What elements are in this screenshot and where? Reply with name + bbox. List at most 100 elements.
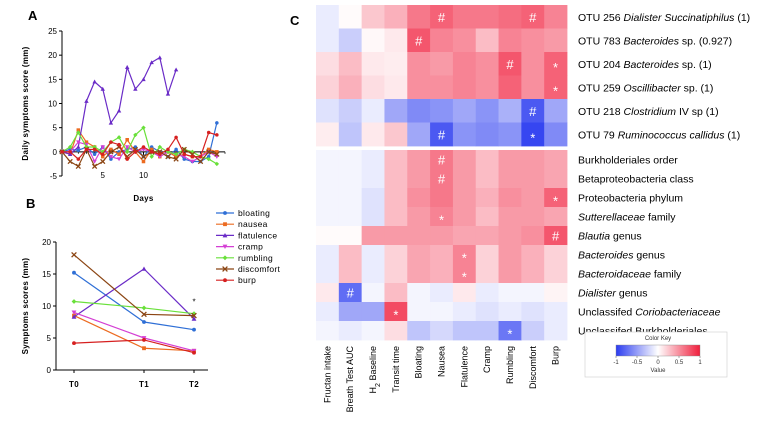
legend-marker-cramp: [222, 244, 228, 249]
heatmap-block2-cell-r2-c0: [316, 188, 340, 208]
heatmap-block1-cell-r4-c6: [452, 99, 477, 123]
heatmap-block1-row-label: OTU 204 Bacteroides sp. (1): [578, 59, 712, 71]
column-label: Burp: [551, 346, 561, 365]
point-flatulence: [149, 60, 154, 65]
heatmap-block2-cell-r6-c3: [384, 264, 408, 284]
heatmap-block1-cell-r5-c5: [430, 122, 454, 147]
heatmap-block2-row-label: Proteobacteria phylum: [578, 193, 683, 205]
heatmap-block1-cell-r4-c8: [498, 99, 522, 123]
heatmap-block2-cell-r0-c6: [452, 150, 477, 170]
heatmap-block1-cell-r4-c10: [544, 99, 568, 123]
heatmap-block2-cell-r7-c10: [544, 283, 568, 303]
point-burp: [68, 150, 72, 154]
point-burp: [76, 157, 81, 161]
y-tick-label-a: 15: [48, 75, 57, 84]
point-bloating: [142, 320, 146, 324]
point-burp: [198, 154, 203, 159]
panel-letter-c: C: [290, 13, 300, 28]
heatmap-block2-cell-r4-c4: [407, 226, 431, 246]
point-rumbling: [206, 156, 211, 162]
point-rumbling: [92, 144, 97, 150]
heatmap-block2-cell-r6-c4: [407, 264, 431, 284]
heatmap-block2-cell-r2-c5: [430, 188, 454, 208]
heatmap-block2-cell-r1-c0: [316, 169, 340, 189]
heatmap-block2-cell-r5-c9: [521, 245, 545, 265]
heatmap-block2-cell-r3-c1: [338, 207, 363, 227]
heatmap-block1-cell-r1-c3: [384, 28, 408, 53]
heatmap-block2-cell-r4-c7: [475, 226, 499, 246]
point-discomfort: [100, 158, 106, 165]
point-rumbling: [191, 311, 197, 317]
point-flatulence: [157, 55, 162, 60]
column-label-part: Baseline: [368, 346, 378, 383]
heatmap-block2-cell-r0-c8: [498, 150, 522, 170]
row-label-part: OTU 218: [578, 106, 624, 118]
heatmap-block2-mark: #: [347, 286, 355, 301]
heatmap-block2-cell-r6-c0: [316, 264, 340, 284]
heatmap-block2-row-label: Bacteroides genus: [578, 250, 665, 262]
heatmap-block1-row-label: OTU 783 Bacteroides sp. (0.927): [578, 35, 732, 47]
heatmap-block2-cell-r5-c3: [384, 245, 408, 265]
heatmap-block2-cell-r7-c9: [521, 283, 545, 303]
point-flatulence: [71, 314, 77, 319]
point-nausea: [100, 154, 105, 159]
point-discomfort: [67, 158, 73, 165]
heatmap-block1-cell-r1-c10: [544, 28, 568, 53]
column-label: Rumbling: [505, 346, 515, 384]
y-tick-label-b: 0: [47, 366, 52, 375]
heatmap-block2-cell-r7-c3: [384, 283, 408, 303]
heatmap-block2-cell-r3-c9: [521, 207, 545, 227]
point-nausea: [76, 128, 81, 132]
heatmap-block2-cell-r3-c6: [452, 207, 477, 227]
point-bloating: [182, 157, 187, 161]
heatmap-block1-cell-r5-c9: [521, 122, 545, 147]
x-tick-label-b: T2: [189, 380, 199, 389]
point-flatulence: [133, 86, 138, 91]
legend-marker-nausea: [223, 222, 227, 227]
heatmap-block1-cell-r4-c0: [316, 99, 340, 123]
heatmap-block2-cell-r0-c9: [521, 150, 545, 170]
heatmap-block2-cell-r2-c10: [544, 188, 568, 208]
point-bloating: [174, 147, 178, 152]
heatmap-block2-cell-r5-c8: [498, 245, 522, 265]
point-flatulence: [100, 86, 105, 91]
heatmap-block2-row-label: Bacteroidaceae family: [578, 269, 682, 281]
heatmap-block2-mark: *: [507, 327, 512, 342]
heatmap-block2-cell-r1-c3: [384, 169, 408, 189]
heatmap-block2-cell-r9-c9: [521, 321, 545, 341]
heatmap-block1-cell-r2-c5: [430, 52, 454, 76]
row-label-part: Proteobacteria phylum: [578, 193, 683, 205]
heatmap-block2-cell-r3-c7: [475, 207, 499, 227]
column-label: Cramp: [482, 346, 492, 373]
point-flatulence: [92, 79, 97, 84]
point-rumbling: [125, 149, 130, 155]
heatmap-block2-cell-r0-c10: [544, 150, 568, 170]
point-flatulence: [76, 144, 81, 149]
point-flatulence: [116, 108, 122, 113]
heatmap-block1-cell-r2-c1: [338, 52, 363, 76]
heatmap-block2-cell-r8-c9: [521, 302, 545, 322]
heatmap-block1-cell-r0-c4: [407, 5, 431, 29]
point-flatulence: [84, 98, 89, 103]
heatmap-block1-row-label: OTU 79 Ruminococcus callidus (1): [578, 129, 740, 141]
heatmap-block2-cell-r8-c2: [361, 302, 385, 322]
heatmap-block1-cell-r0-c8: [498, 5, 522, 29]
heatmap-block1-cell-r3-c2: [361, 75, 385, 100]
y-tick-label-b: 15: [42, 270, 51, 279]
heatmap-block2-cell-r0-c4: [407, 150, 431, 170]
row-label-italic: Ruminococcus callidus: [618, 129, 726, 141]
heatmap-block1-cell-r2-c6: [452, 52, 477, 76]
heatmap-block2-cell-r9-c5: [430, 321, 454, 341]
row-label-italic: Bacteroides: [624, 59, 680, 71]
heatmap-block1-cell-r5-c0: [316, 122, 340, 147]
point-flatulence: [141, 266, 147, 271]
heatmap-block1-cell-r5-c1: [338, 122, 363, 147]
row-label-italic: Oscillibacter: [624, 82, 682, 94]
color-key-xlabel: Value: [651, 368, 667, 374]
row-label-part: sp. (1): [681, 82, 714, 94]
heatmap-block2-cell-r8-c3: [384, 302, 408, 322]
heatmap-block2-cell-r7-c2: [361, 283, 385, 303]
heatmap-block1-cell-r3-c9: [521, 75, 545, 100]
heatmap-block2-row-label: Burkholderiales order: [578, 155, 678, 167]
heatmap-block2-cell-r1-c1: [338, 169, 363, 189]
